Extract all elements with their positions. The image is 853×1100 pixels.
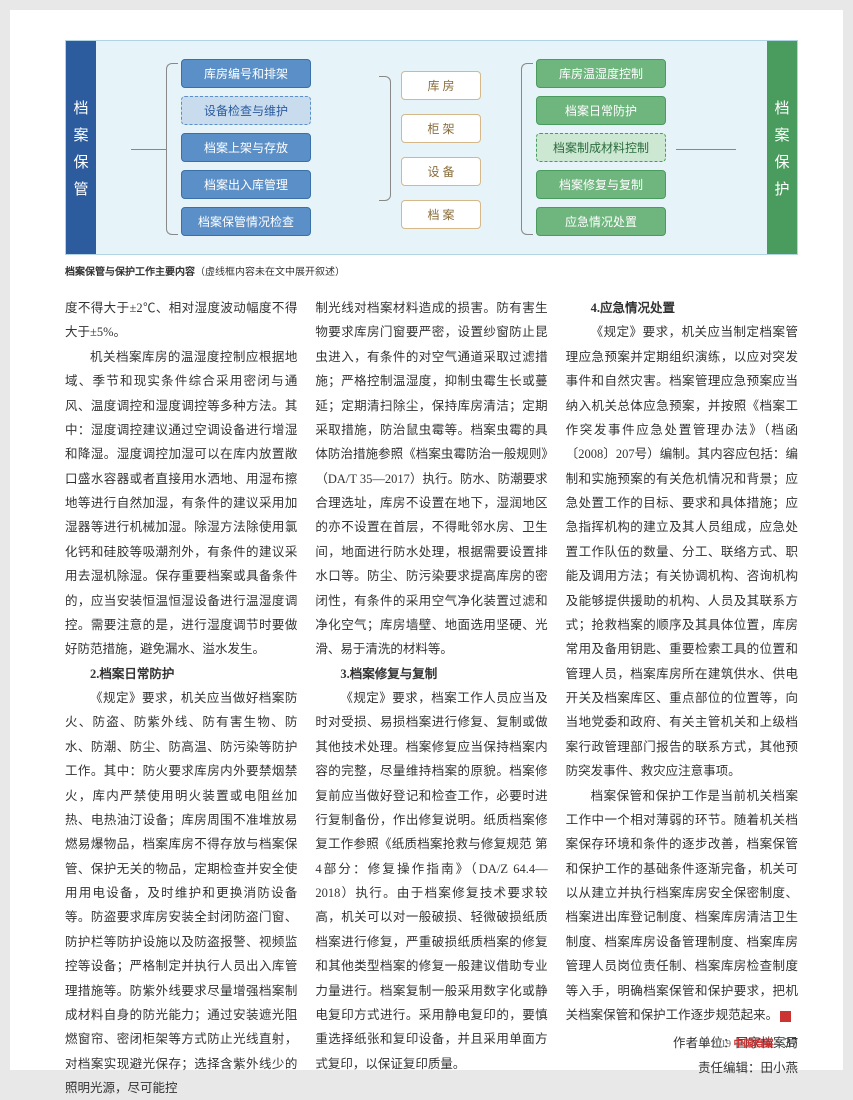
column-1: 度不得大于±2℃、相对湿度波动幅度不得大于±5%。 机关档案库房的温湿度控制应根…	[65, 296, 297, 1100]
page-footer: 8·2019 中国档案 37	[703, 1035, 798, 1052]
column-3: 4.应急情况处置 《规定》要求，机关应当制定档案管理应急预案并定期组织演练，以应…	[566, 296, 798, 1100]
left-node-0: 库房编号和排架	[181, 59, 311, 88]
para: 《规定》要求，机关应当做好档案防火、防盗、防紫外线、防有害生物、防水、防潮、防尘…	[65, 686, 297, 1100]
right-node-2: 档案制成材料控制	[536, 133, 666, 162]
diagram-body: 库房编号和排架 设备检查与维护 档案上架与存放 档案出入库管理 档案保管情况检查…	[96, 41, 767, 254]
end-mark-icon	[780, 1011, 791, 1022]
left-node-4: 档案保管情况检查	[181, 207, 311, 236]
para: 《规定》要求，机关应当制定档案管理应急预案并定期组织演练，以应对突发事件和自然灾…	[566, 320, 798, 783]
left-node-3: 档案出入库管理	[181, 170, 311, 199]
editor-credit: 责任编辑：田小燕	[566, 1056, 798, 1080]
right-node-3: 档案修复与复制	[536, 170, 666, 199]
mid-node-0: 库 房	[401, 71, 481, 100]
flowchart-diagram: 档案保管 库房编号和排架 设备检查与维护 档案上架与存放 档案出入库管理 档案保…	[65, 40, 798, 255]
column-2: 制光线对档案材料造成的损害。防有害生物要求库房门窗要严密，设置纱窗防止昆虫进入，…	[315, 296, 547, 1100]
para: 机关档案库房的温湿度控制应根据地域、季节和现实条件综合采用密闭与通风、温度调控和…	[65, 345, 297, 662]
subheading-2: 2.档案日常防护	[65, 662, 297, 686]
para: 《规定》要求，档案工作人员应当及时对受损、易损档案进行修复、复制或做其他技术处理…	[315, 686, 547, 1076]
left-node-2: 档案上架与存放	[181, 133, 311, 162]
right-node-1: 档案日常防护	[536, 96, 666, 125]
subheading-3: 3.档案修复与复制	[315, 662, 547, 686]
right-node-4: 应急情况处置	[536, 207, 666, 236]
mid-node-1: 柜 架	[401, 114, 481, 143]
diagram-caption: 档案保管与保护工作主要内容（虚线框内容未在文中展开叙述）	[65, 263, 798, 278]
text-columns: 度不得大于±2℃、相对湿度波动幅度不得大于±5%。 机关档案库房的温湿度控制应根…	[65, 296, 798, 1100]
mid-node-3: 档 案	[401, 200, 481, 229]
left-panel-label: 档案保管	[66, 41, 96, 254]
para: 档案保管和保护工作是当前机关档案工作中一个相对薄弱的环节。随着机关档案保存环境和…	[566, 784, 798, 1028]
subheading-4: 4.应急情况处置	[566, 296, 798, 320]
magazine-name: 中国档案	[734, 1039, 774, 1050]
para: 制光线对档案材料造成的损害。防有害生物要求库房门窗要严密，设置纱窗防止昆虫进入，…	[315, 296, 547, 662]
page-number: 37	[784, 1036, 798, 1051]
para: 度不得大于±2℃、相对湿度波动幅度不得大于±5%。	[65, 296, 297, 345]
right-node-0: 库房温湿度控制	[536, 59, 666, 88]
right-panel-label: 档案保护	[767, 41, 797, 254]
mid-node-2: 设 备	[401, 157, 481, 186]
left-node-1: 设备检查与维护	[181, 96, 311, 125]
page: 档案保管 库房编号和排架 设备检查与维护 档案上架与存放 档案出入库管理 档案保…	[10, 10, 843, 1070]
